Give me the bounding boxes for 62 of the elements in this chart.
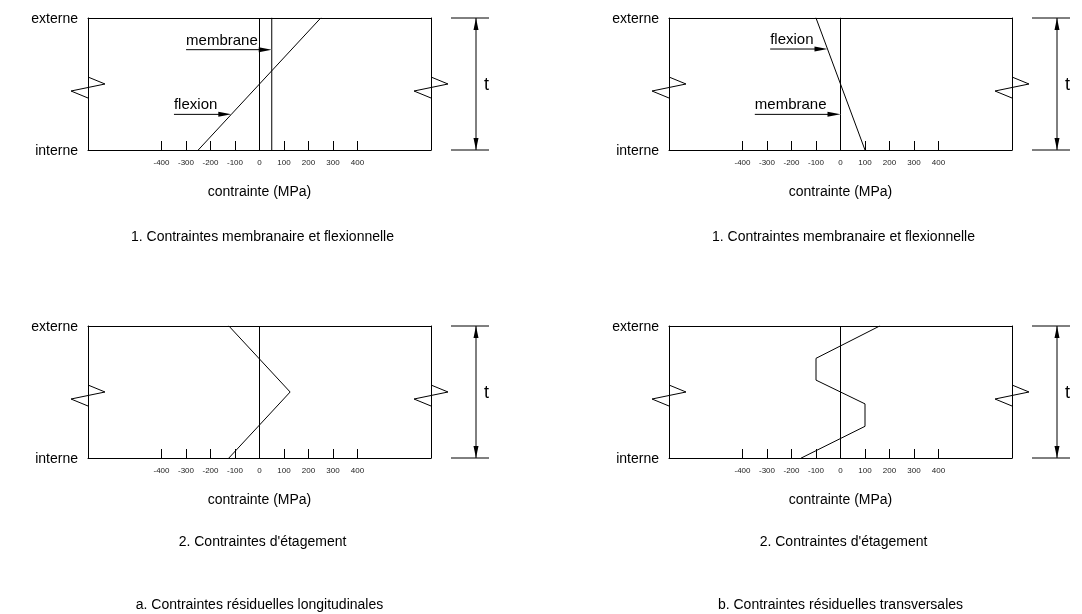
x-tick-label: 200 bbox=[301, 465, 316, 475]
x-tick-label: -100 bbox=[226, 465, 244, 475]
x-tick-label: 0 bbox=[838, 157, 844, 167]
x-tick-label: 200 bbox=[301, 157, 316, 167]
text: 1. Contraintes membranaire et flexionnelle bbox=[130, 228, 395, 244]
x-tick-label: 0 bbox=[257, 157, 263, 167]
annotation: flexion bbox=[173, 95, 218, 113]
x-tick-label: 100 bbox=[277, 157, 292, 167]
x-axis-title: contrainte (MPa) bbox=[207, 491, 312, 507]
text: 1. Contraintes membranaire et flexionnelle bbox=[711, 228, 976, 244]
x-tick-label: 0 bbox=[257, 465, 263, 475]
x-tick-label: -100 bbox=[226, 157, 244, 167]
x-tick-label: 400 bbox=[350, 465, 365, 475]
x-tick-label: -200 bbox=[783, 465, 801, 475]
text: interne bbox=[616, 142, 660, 158]
x-tick-label: 100 bbox=[858, 157, 873, 167]
x-tick-label: 100 bbox=[277, 465, 292, 475]
x-tick-label: -300 bbox=[758, 465, 776, 475]
y-axis-title: t bbox=[1065, 74, 1071, 94]
x-tick-label: 300 bbox=[326, 465, 341, 475]
x-tick-label: -200 bbox=[202, 465, 220, 475]
annotation: membrane bbox=[754, 95, 827, 113]
annotation: membrane bbox=[186, 30, 258, 48]
x-tick-label: -200 bbox=[783, 157, 801, 167]
x-tick-label: -400 bbox=[734, 465, 752, 475]
x-tick-label: -400 bbox=[153, 465, 171, 475]
text: b. Contraintes résiduelles transversales bbox=[717, 596, 964, 612]
x-axis-title: contrainte (MPa) bbox=[788, 183, 893, 199]
x-tick-label: 0 bbox=[838, 465, 844, 475]
text: externe bbox=[31, 318, 79, 334]
text: externe bbox=[612, 10, 660, 26]
text: 2. Contraintes d'étagement bbox=[178, 533, 347, 549]
text: interne bbox=[35, 142, 79, 158]
x-tick-label: 200 bbox=[882, 157, 897, 167]
x-tick-label: -400 bbox=[734, 157, 752, 167]
x-tick-label: -300 bbox=[177, 465, 195, 475]
x-tick-label: -300 bbox=[177, 157, 195, 167]
text: interne bbox=[35, 450, 79, 466]
x-tick-label: -100 bbox=[807, 465, 825, 475]
x-tick-label: -400 bbox=[153, 157, 171, 167]
text: externe bbox=[31, 10, 79, 26]
x-tick-label: 300 bbox=[907, 157, 922, 167]
x-tick-label: 400 bbox=[350, 157, 365, 167]
text: 2. Contraintes d'étagement bbox=[759, 533, 928, 549]
text: externe bbox=[612, 318, 660, 334]
text: a. Contraintes résiduelles longitudinales bbox=[135, 596, 384, 612]
x-tick-label: -100 bbox=[807, 157, 825, 167]
x-tick-label: 100 bbox=[858, 465, 873, 475]
y-axis-title: t bbox=[484, 382, 490, 402]
x-tick-label: 200 bbox=[882, 465, 897, 475]
y-axis-title: t bbox=[1065, 382, 1071, 402]
x-tick-label: -300 bbox=[758, 157, 776, 167]
x-axis-title: contrainte (MPa) bbox=[207, 183, 312, 199]
text: interne bbox=[616, 450, 660, 466]
x-tick-label: 300 bbox=[326, 157, 341, 167]
x-tick-label: 300 bbox=[907, 465, 922, 475]
annotation: flexion bbox=[770, 30, 814, 48]
y-axis-title: t bbox=[484, 74, 490, 94]
x-tick-label: -200 bbox=[202, 157, 220, 167]
x-tick-label: 400 bbox=[931, 157, 946, 167]
x-tick-label: 400 bbox=[931, 465, 946, 475]
x-axis-title: contrainte (MPa) bbox=[788, 491, 893, 507]
